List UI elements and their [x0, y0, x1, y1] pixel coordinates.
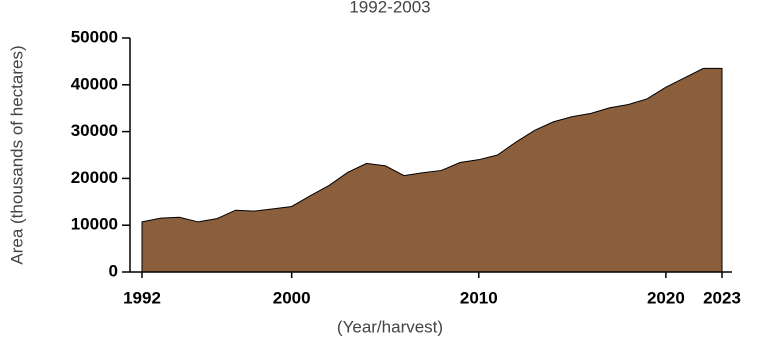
chart-title: 1992-2003: [349, 0, 430, 16]
x-tick-label: 2020: [647, 288, 685, 307]
y-tick-label: 10000: [71, 215, 118, 234]
area: [141, 67, 723, 273]
x-tick-label: 2000: [273, 288, 311, 307]
y-tick-label: 20000: [71, 168, 118, 187]
y-tick-label: 40000: [71, 74, 118, 93]
x-axis-label: (Year/harvest): [337, 317, 443, 336]
y-tick-label: 50000: [71, 27, 118, 46]
y-tick-label: 0: [109, 261, 118, 280]
x-tick-label: 2023: [703, 288, 741, 307]
y-axis-label: Area (thousands of hectares): [7, 45, 26, 264]
x-tick-label: 2010: [460, 288, 498, 307]
y-tick-label: 30000: [71, 121, 118, 140]
x-tick-label: 1992: [123, 288, 161, 307]
